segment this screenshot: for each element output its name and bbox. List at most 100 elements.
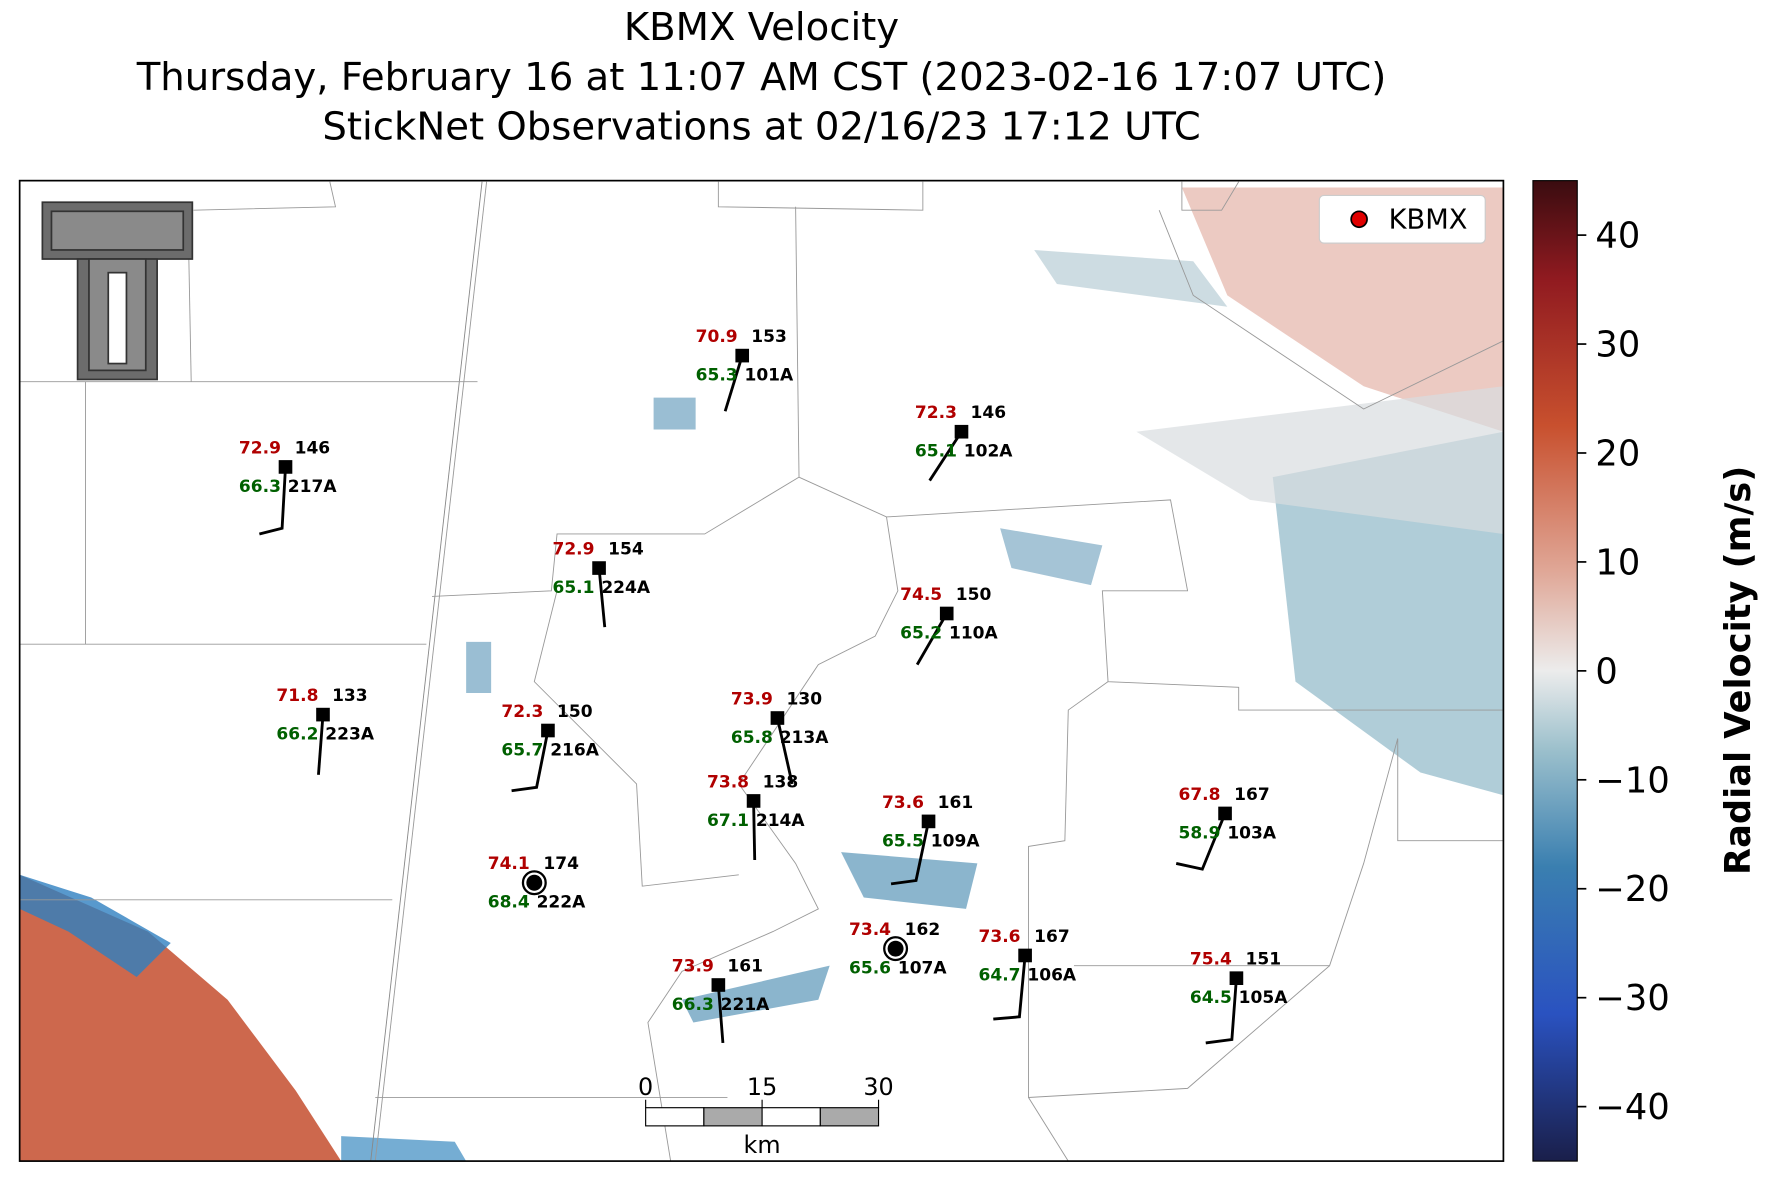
colorbar-tick-label: −30 xyxy=(1595,978,1669,1019)
station: 73.6 167 64.7 106A xyxy=(979,927,1077,1021)
station-marker xyxy=(954,424,969,439)
station: 72.3 146 65.1 102A xyxy=(915,403,1013,482)
colorbar-tick-label: −20 xyxy=(1595,869,1669,910)
dewpoint: 64.7 xyxy=(979,965,1021,985)
dewpoint: 65.1 xyxy=(552,578,594,598)
wind-barb xyxy=(1205,978,1238,1045)
title: KBMX Velocity Thursday, February 16 at 1… xyxy=(136,5,1387,150)
station-value: 146 xyxy=(295,438,331,458)
station-marker xyxy=(1229,971,1244,985)
wind-barb xyxy=(928,430,963,482)
station-value: 154 xyxy=(608,539,644,559)
wind-barb xyxy=(259,466,287,536)
dewpoint: 58.9 xyxy=(1178,823,1220,843)
scale-tick-label: 15 xyxy=(747,1073,777,1101)
calm-circle xyxy=(883,936,909,962)
scale-bar: 0 15 30 km xyxy=(638,1073,894,1159)
scale-segment xyxy=(645,1107,705,1127)
station-id: 216A xyxy=(550,741,600,761)
station-id: 222A xyxy=(537,893,587,913)
station-value: 133 xyxy=(332,686,368,706)
temperature: 72.3 xyxy=(501,702,543,722)
dewpoint: 66.3 xyxy=(672,995,714,1015)
station-marker xyxy=(526,874,543,891)
station-value: 161 xyxy=(938,793,974,813)
colorbar-label: Radial Velocity (m/s) xyxy=(1718,466,1759,875)
station-value: 167 xyxy=(1234,785,1270,805)
station: 72.3 150 65.7 216A xyxy=(501,702,600,793)
temperature: 74.5 xyxy=(900,585,942,605)
station: 73.9 161 66.3 221A xyxy=(672,956,770,1044)
dewpoint: 67.1 xyxy=(707,811,749,831)
station-marker xyxy=(939,606,954,621)
wind-barb xyxy=(915,612,948,666)
dewpoint: 65.2 xyxy=(900,623,942,643)
station-id: 217A xyxy=(288,477,338,497)
dewpoint: 66.2 xyxy=(276,725,318,745)
temperature: 73.6 xyxy=(882,793,924,813)
station-id: 110A xyxy=(949,623,999,643)
wind-barb xyxy=(776,717,794,785)
station: 75.4 151 64.5 105A xyxy=(1190,950,1288,1045)
map-background xyxy=(19,180,1504,1162)
wind-barb xyxy=(1175,812,1227,871)
wind-barb xyxy=(723,355,744,412)
station-marker xyxy=(887,940,904,957)
station-value: 161 xyxy=(727,956,763,976)
station-id: 101A xyxy=(744,366,794,386)
scale-segment xyxy=(703,1107,763,1127)
station-value: 153 xyxy=(751,327,787,347)
station-id: 106A xyxy=(1027,965,1077,985)
station: 73.4 162 65.6 107A xyxy=(849,920,947,979)
temperature: 70.9 xyxy=(696,327,738,347)
wind-barb xyxy=(317,714,325,775)
station-marker xyxy=(770,711,785,725)
station-marker xyxy=(541,723,555,738)
station-marker xyxy=(746,794,761,808)
station-id: 213A xyxy=(780,728,830,748)
map-frame xyxy=(18,179,1505,1162)
station: 73.6 161 65.5 109A xyxy=(882,793,981,886)
station-id: 109A xyxy=(931,831,981,851)
dewpoint: 65.7 xyxy=(501,741,543,761)
station-value: 146 xyxy=(971,403,1007,423)
station-value: 150 xyxy=(557,702,593,722)
station-marker xyxy=(735,348,750,363)
temperature: 74.1 xyxy=(488,854,530,874)
station-value: 162 xyxy=(905,920,941,940)
station-id: 223A xyxy=(325,725,375,745)
station-marker xyxy=(921,814,936,829)
temperature: 73.4 xyxy=(849,920,891,940)
dewpoint: 64.5 xyxy=(1190,988,1232,1008)
temperature: 73.6 xyxy=(979,927,1021,947)
temperature: 72.9 xyxy=(239,438,281,458)
legend-label: KBMX xyxy=(1389,204,1468,235)
colorbar-tick-label: 10 xyxy=(1595,542,1640,583)
wind-barb xyxy=(716,984,725,1044)
station-marker xyxy=(592,561,606,575)
calm-circle xyxy=(521,870,547,896)
station-marker xyxy=(711,978,726,992)
station: 70.9 153 65.3 101A xyxy=(696,327,794,412)
temperature: 72.9 xyxy=(552,539,594,559)
title-line: KBMX Velocity xyxy=(624,5,899,50)
colorbar-tick-label: 0 xyxy=(1595,651,1617,692)
dewpoint: 65.8 xyxy=(731,728,773,748)
temperature: 73.8 xyxy=(707,772,749,792)
scale-segment xyxy=(819,1107,880,1127)
station-id: 107A xyxy=(898,959,948,979)
station: 74.1 174 68.4 222A xyxy=(488,854,586,913)
station: 72.9 146 66.3 217A xyxy=(239,438,338,536)
colorbar-tick-label: 20 xyxy=(1595,433,1640,474)
colorbar-tick-label: −40 xyxy=(1595,1087,1669,1128)
station-marker xyxy=(1218,806,1232,821)
colorbar-gradient xyxy=(1532,180,1578,1162)
station: 73.9 130 65.8 213A xyxy=(731,689,830,785)
station: 67.8 167 58.9 103A xyxy=(1175,785,1277,871)
wind-barb xyxy=(890,821,930,886)
title-line: StickNet Observations at 02/16/23 17:12 … xyxy=(322,105,1200,150)
colorbar-tick-label: 30 xyxy=(1595,325,1640,366)
legend-marker xyxy=(1350,210,1368,229)
station-marker xyxy=(1018,948,1032,963)
